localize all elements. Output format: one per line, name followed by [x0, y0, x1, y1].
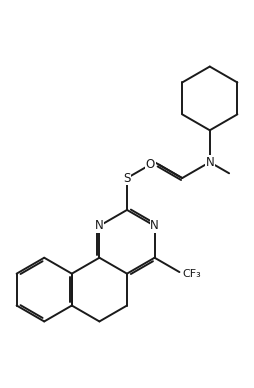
Text: S: S: [123, 171, 131, 185]
Text: N: N: [150, 219, 159, 232]
Text: N: N: [95, 219, 104, 232]
Text: O: O: [146, 158, 155, 171]
Text: N: N: [205, 156, 214, 169]
Text: CF₃: CF₃: [183, 268, 201, 279]
